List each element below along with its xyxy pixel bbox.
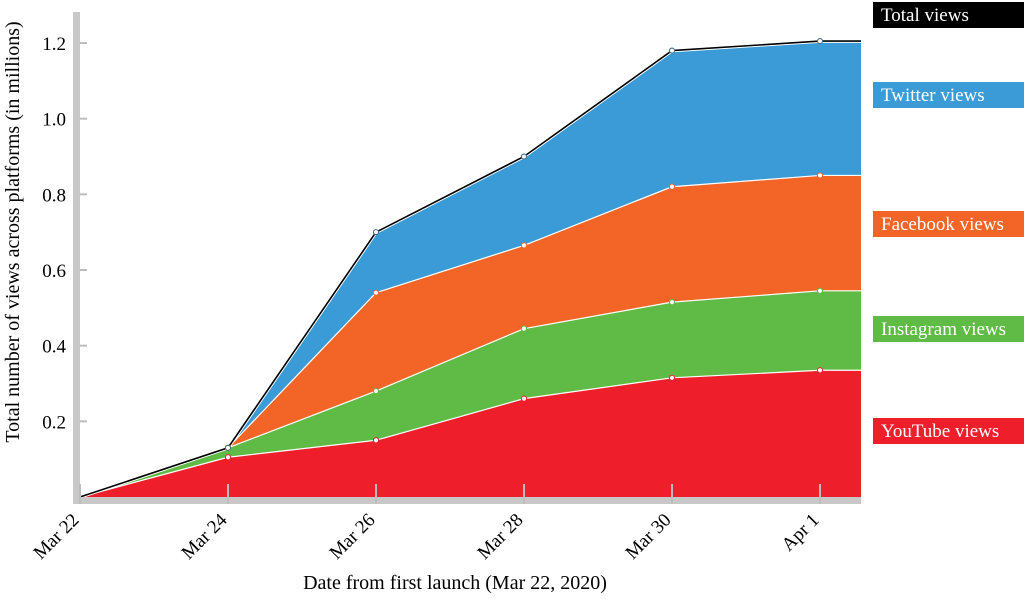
point-facebook-views: [520, 242, 528, 249]
y-tick-label: 1.0: [42, 110, 66, 131]
point-instagram-views: [520, 325, 528, 332]
legend-swatch-youtube-views: [873, 418, 1024, 444]
point-youtube-views: [520, 395, 528, 402]
x-tick-label: Mar 24: [178, 509, 232, 563]
point-youtube-views: [816, 367, 824, 374]
point-total-views: [669, 47, 675, 54]
y-axis-line: [73, 12, 80, 504]
legend: Total views Twitter views Facebook views In…: [873, 2, 1024, 444]
legend-item-instagram-views: Instagram views: [873, 316, 1024, 342]
area-facebook-views: [80, 175, 861, 497]
y-axis-title: Total number of views across platforms (…: [2, 21, 24, 442]
point-facebook-views: [372, 289, 380, 296]
point-youtube-views: [668, 374, 676, 381]
x-axis-title: Date from first launch (Mar 22, 2020): [303, 572, 607, 594]
legend-label-total-views: Total views: [881, 5, 969, 26]
legend-swatch-instagram-views: [873, 316, 1024, 342]
legend-label-instagram-views: Instagram views: [881, 319, 1006, 340]
legend-swatch-twitter-views: [873, 82, 1024, 108]
legend-item-twitter-views: Twitter views: [873, 82, 1024, 108]
point-total-views: [373, 229, 379, 235]
point-youtube-views: [372, 437, 380, 444]
x-tick-label: Mar 22: [30, 510, 84, 564]
x-tick-label: Mar 26: [326, 510, 380, 564]
x-axis-line: [73, 497, 861, 504]
point-total-views: [521, 153, 527, 160]
x-tick-label: Mar 28: [474, 510, 528, 564]
legend-label-facebook-views: Facebook views: [881, 214, 1004, 235]
area-youtube-views: [80, 370, 861, 497]
legend-item-youtube-views: YouTube views: [873, 418, 1024, 444]
point-facebook-views: [668, 183, 676, 190]
y-tick-label: 0.2: [42, 412, 66, 433]
legend-label-twitter-views: Twitter views: [881, 85, 985, 106]
area-instagram-views: [80, 290, 861, 497]
point-facebook-views: [816, 172, 824, 179]
legend-label-youtube-views: YouTube views: [881, 421, 999, 442]
y-tick-label: 0.4: [42, 337, 66, 358]
point-total-views: [817, 38, 823, 44]
legend-item-total-views: Total views: [873, 2, 1024, 28]
legend-item-facebook-views: Facebook views: [873, 211, 1024, 237]
area-twitter-views: [80, 41, 861, 497]
x-tick-label: Mar 30: [622, 510, 676, 564]
point-instagram-views: [372, 387, 380, 395]
legend-swatch-total-views: [873, 2, 1024, 28]
y-tick-label: 1.2: [42, 34, 66, 55]
point-total-views: [225, 445, 231, 451]
legend-swatch-facebook-views: [873, 211, 1024, 237]
point-instagram-views: [816, 287, 824, 294]
series-areas: [80, 41, 861, 497]
point-youtube-views: [224, 454, 232, 461]
point-instagram-views: [668, 299, 676, 306]
x-tick-label: Apr 1: [778, 510, 824, 556]
y-tick-label: 0.8: [42, 185, 66, 206]
series-points: [224, 38, 824, 461]
y-tick-label: 0.6: [42, 261, 66, 282]
